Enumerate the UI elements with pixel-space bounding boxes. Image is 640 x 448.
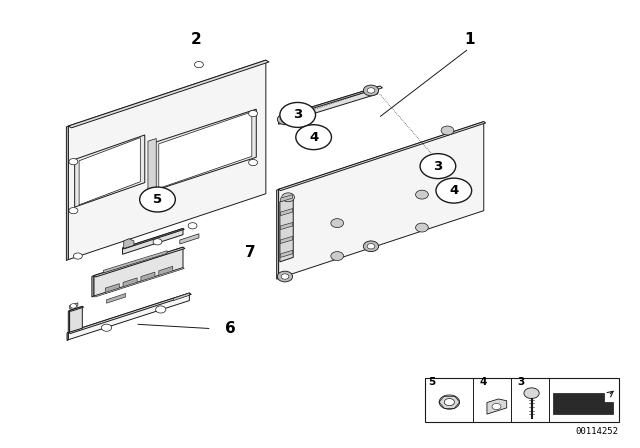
Text: 4: 4 (479, 377, 487, 387)
Circle shape (296, 125, 332, 150)
Circle shape (153, 239, 162, 245)
Polygon shape (280, 194, 292, 202)
Polygon shape (68, 310, 70, 333)
Text: 7: 7 (244, 246, 255, 260)
Text: 3: 3 (293, 108, 302, 121)
Circle shape (140, 187, 175, 212)
Polygon shape (75, 135, 145, 207)
Circle shape (420, 154, 456, 179)
Polygon shape (141, 272, 155, 282)
Circle shape (331, 252, 344, 260)
Polygon shape (79, 138, 140, 205)
Polygon shape (280, 237, 292, 243)
Circle shape (364, 241, 379, 252)
Text: 3: 3 (433, 159, 442, 172)
Polygon shape (280, 250, 292, 258)
Polygon shape (278, 121, 486, 190)
Circle shape (492, 404, 501, 409)
Polygon shape (68, 293, 191, 333)
Circle shape (156, 306, 166, 313)
Polygon shape (122, 228, 184, 249)
Polygon shape (123, 278, 137, 288)
Circle shape (74, 253, 83, 259)
Circle shape (277, 114, 292, 125)
Circle shape (444, 399, 454, 405)
Polygon shape (94, 267, 184, 297)
Text: 5: 5 (153, 193, 162, 206)
Circle shape (436, 178, 472, 203)
Circle shape (280, 103, 316, 127)
Circle shape (248, 159, 257, 166)
Circle shape (70, 304, 77, 308)
Polygon shape (68, 60, 266, 260)
Text: 4: 4 (449, 184, 458, 197)
Polygon shape (553, 393, 613, 414)
Polygon shape (278, 87, 380, 118)
Polygon shape (70, 306, 84, 311)
Polygon shape (173, 293, 189, 301)
Circle shape (195, 61, 204, 68)
Bar (425, 378, 620, 422)
Polygon shape (105, 284, 119, 293)
Polygon shape (487, 399, 507, 414)
Circle shape (248, 111, 257, 116)
Circle shape (364, 85, 379, 96)
Circle shape (101, 324, 111, 332)
Circle shape (281, 274, 289, 279)
Circle shape (524, 388, 540, 399)
Circle shape (69, 159, 78, 165)
Polygon shape (70, 306, 83, 332)
Text: 5: 5 (428, 377, 435, 387)
Polygon shape (180, 234, 199, 244)
Circle shape (331, 219, 344, 228)
Polygon shape (94, 247, 185, 277)
Polygon shape (154, 109, 256, 190)
Polygon shape (67, 332, 68, 340)
Polygon shape (103, 251, 167, 273)
Circle shape (415, 190, 428, 199)
Circle shape (188, 223, 197, 229)
Polygon shape (68, 293, 189, 340)
Text: 00114252: 00114252 (575, 427, 618, 436)
Text: 6: 6 (225, 321, 236, 336)
Circle shape (281, 116, 289, 122)
Polygon shape (70, 303, 78, 309)
Circle shape (439, 395, 460, 409)
Circle shape (69, 207, 78, 214)
Circle shape (367, 88, 375, 93)
Polygon shape (280, 208, 292, 215)
Circle shape (415, 223, 428, 232)
Polygon shape (159, 266, 173, 276)
Text: 2: 2 (190, 32, 201, 47)
Text: 4: 4 (309, 131, 318, 144)
Polygon shape (106, 293, 125, 303)
Polygon shape (276, 189, 278, 279)
Polygon shape (367, 86, 383, 92)
Polygon shape (159, 112, 252, 188)
Polygon shape (92, 276, 94, 297)
Text: 3: 3 (517, 377, 524, 387)
Circle shape (282, 193, 294, 202)
Polygon shape (122, 228, 183, 254)
Polygon shape (68, 60, 269, 128)
Text: 1: 1 (465, 32, 475, 47)
Polygon shape (124, 239, 134, 249)
Circle shape (441, 126, 454, 135)
Circle shape (367, 244, 375, 249)
Polygon shape (278, 87, 378, 124)
Circle shape (277, 271, 292, 282)
Polygon shape (67, 126, 68, 260)
Polygon shape (94, 247, 183, 296)
Polygon shape (280, 223, 292, 229)
Polygon shape (148, 138, 156, 192)
Polygon shape (278, 121, 484, 278)
Polygon shape (280, 197, 293, 262)
